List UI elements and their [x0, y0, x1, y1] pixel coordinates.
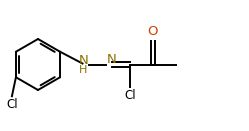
Text: N: N	[107, 53, 117, 66]
Text: H: H	[79, 65, 88, 75]
Text: Cl: Cl	[6, 98, 18, 111]
Text: O: O	[148, 25, 158, 38]
Text: N: N	[79, 54, 88, 67]
Text: Cl: Cl	[124, 89, 136, 102]
